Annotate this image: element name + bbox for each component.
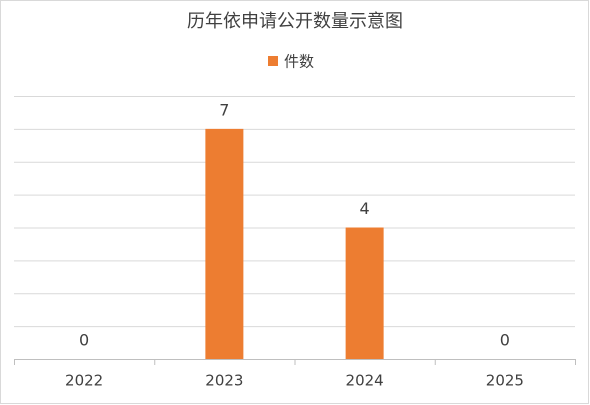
data-label: 0 (79, 331, 89, 350)
bar (345, 227, 384, 359)
x-tick-label: 2022 (65, 372, 103, 390)
chart-title: 历年依申请公开数量示意图 (187, 11, 403, 32)
x-tick-label: 2024 (346, 372, 384, 390)
x-tick-label: 2025 (486, 372, 524, 390)
x-tick-label: 2023 (205, 372, 243, 390)
legend-swatch (268, 56, 278, 66)
data-label: 4 (360, 199, 370, 218)
legend-label: 件数 (284, 53, 314, 71)
bar (205, 128, 244, 359)
data-label: 0 (500, 331, 510, 350)
data-label: 7 (219, 100, 229, 119)
